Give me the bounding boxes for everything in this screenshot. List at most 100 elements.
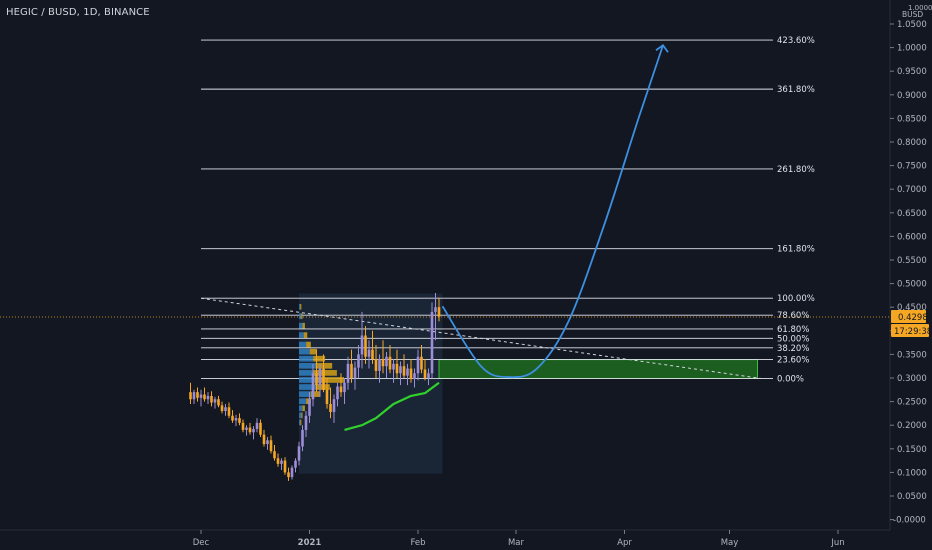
down-candle-body bbox=[241, 422, 245, 430]
down-candle-body bbox=[402, 366, 406, 376]
down-candle-body bbox=[238, 418, 241, 423]
down-candle-body bbox=[364, 335, 367, 357]
up-candle-body bbox=[266, 440, 269, 445]
up-candle-body bbox=[280, 460, 283, 464]
price-axis[interactable]: 1.0000 BUSD 1.0500 1.0000 0.9500 0.9000 0.85… bbox=[889, 0, 932, 530]
moving-average-line bbox=[344, 381, 440, 431]
up-candle-body bbox=[308, 399, 311, 416]
fib-level-label: 361.80% bbox=[777, 85, 815, 95]
up-candle-body bbox=[434, 307, 437, 312]
down-candle-body bbox=[381, 359, 385, 367]
up-candle-body bbox=[357, 354, 360, 368]
up-candle-body bbox=[224, 407, 227, 412]
fib-level-label: 78.60% bbox=[777, 311, 809, 321]
fib-level-label: 23.60% bbox=[777, 356, 809, 366]
price-tag-value: 0.4298 bbox=[898, 313, 928, 323]
volume-profile-up-bar bbox=[299, 391, 311, 397]
price-tick-label: 0.9000 bbox=[897, 91, 927, 101]
time-tick-label: Mar bbox=[508, 538, 525, 548]
down-candle-body bbox=[196, 392, 199, 398]
price-tick-label: -0.0000 bbox=[893, 516, 926, 526]
price-tick-label: 0.2500 bbox=[897, 398, 927, 408]
down-candle-body bbox=[248, 427, 252, 433]
price-tick-label: 0.1000 bbox=[897, 468, 927, 478]
volume-profile-up-bar bbox=[299, 313, 302, 320]
up-candle-body bbox=[413, 373, 416, 379]
up-candle-body bbox=[406, 368, 409, 376]
up-candle-body bbox=[234, 418, 238, 421]
volume-profile-down-bar bbox=[317, 377, 344, 383]
volume-profile-up-bar bbox=[299, 362, 316, 369]
up-candle-body bbox=[213, 399, 217, 403]
up-candle-body bbox=[199, 394, 203, 398]
down-candle-body bbox=[350, 363, 353, 378]
down-candle-body bbox=[409, 368, 413, 379]
volume-profile-up-bar bbox=[299, 412, 302, 419]
price-tick-label: 1.0500 bbox=[897, 20, 927, 30]
time-tick-label: May bbox=[721, 538, 739, 548]
target-zone bbox=[438, 359, 758, 379]
up-candle-body bbox=[343, 382, 346, 393]
volume-profile-down-bar bbox=[302, 405, 305, 412]
price-tick-label: 1.0000 bbox=[897, 44, 927, 54]
price-tick-label: 0.4500 bbox=[897, 303, 927, 313]
volume-profile-down-bar bbox=[301, 313, 303, 320]
down-candle-body bbox=[325, 389, 329, 404]
down-candle-body bbox=[210, 395, 213, 403]
price-tick-label: 0.6500 bbox=[897, 209, 927, 219]
up-candle-body bbox=[399, 366, 402, 374]
fibonacci-extension: 423.60% 361.80% 261.80% 161.80% 100.00% 78.60… bbox=[201, 36, 815, 384]
volume-profile-up-bar bbox=[299, 332, 304, 338]
volume-profile-up-bar bbox=[299, 322, 303, 329]
up-candle-body bbox=[360, 335, 364, 355]
up-candle-body bbox=[416, 356, 420, 374]
up-candle-body bbox=[336, 386, 339, 400]
fib-level-label: 261.80% bbox=[777, 165, 815, 175]
volume-profile bbox=[299, 303, 344, 426]
trendline-segment bbox=[200, 297, 762, 379]
fib-level-label: 423.60% bbox=[777, 36, 815, 46]
down-candle-body bbox=[423, 369, 427, 378]
up-candle-body bbox=[206, 395, 210, 400]
down-candle-body bbox=[276, 458, 280, 464]
up-candle-body bbox=[332, 399, 336, 412]
volume-profile-down-bar bbox=[313, 355, 326, 362]
down-candle-body bbox=[231, 415, 234, 421]
up-candle-body bbox=[252, 428, 255, 433]
projection-arrowhead bbox=[655, 43, 669, 53]
fib-level-label: 0.00% bbox=[777, 374, 804, 384]
down-candle-body bbox=[339, 386, 343, 393]
price-tag-bg bbox=[891, 310, 926, 323]
down-candle-body bbox=[227, 407, 231, 416]
price-tick-label: 0.5500 bbox=[897, 256, 927, 266]
up-candle-body bbox=[392, 363, 395, 370]
volume-profile-up-bar bbox=[299, 419, 301, 426]
symbol-title[interactable]: HEGIC / BUSD, 1D, BINANCE bbox=[6, 7, 150, 18]
down-candle-body bbox=[371, 349, 374, 360]
down-candle-body bbox=[395, 363, 399, 374]
up-candle-body bbox=[294, 460, 297, 468]
time-tick-label: Dec bbox=[193, 538, 210, 548]
countdown-value: 17:29:38 bbox=[894, 327, 932, 337]
down-candle-body bbox=[388, 356, 392, 370]
price-tick-label: 0.1500 bbox=[897, 445, 927, 455]
time-axis[interactable]: Dec 2021 Feb Mar Apr May Jun bbox=[0, 529, 890, 548]
price-tick-label: 0.8000 bbox=[897, 138, 927, 148]
moving-average bbox=[344, 381, 440, 431]
price-tick-label: 0.5000 bbox=[897, 280, 927, 290]
up-candle-body bbox=[318, 368, 322, 386]
up-candle-body bbox=[301, 429, 304, 447]
volume-profile-up-bar bbox=[299, 377, 318, 383]
time-tick-label: Jun bbox=[830, 538, 844, 548]
down-candle-body bbox=[262, 434, 266, 445]
time-tick-label: 2021 bbox=[298, 538, 322, 548]
down-candle-body bbox=[322, 368, 325, 390]
down-candle-body bbox=[329, 403, 332, 412]
projection-path bbox=[441, 44, 664, 379]
fib-level-label: 100.00% bbox=[777, 294, 815, 304]
volume-profile-down-bar bbox=[310, 391, 321, 397]
volume-profile-down-bar bbox=[306, 341, 311, 348]
price-tick-label: 0.3500 bbox=[897, 350, 927, 360]
down-candle-body bbox=[283, 460, 287, 473]
